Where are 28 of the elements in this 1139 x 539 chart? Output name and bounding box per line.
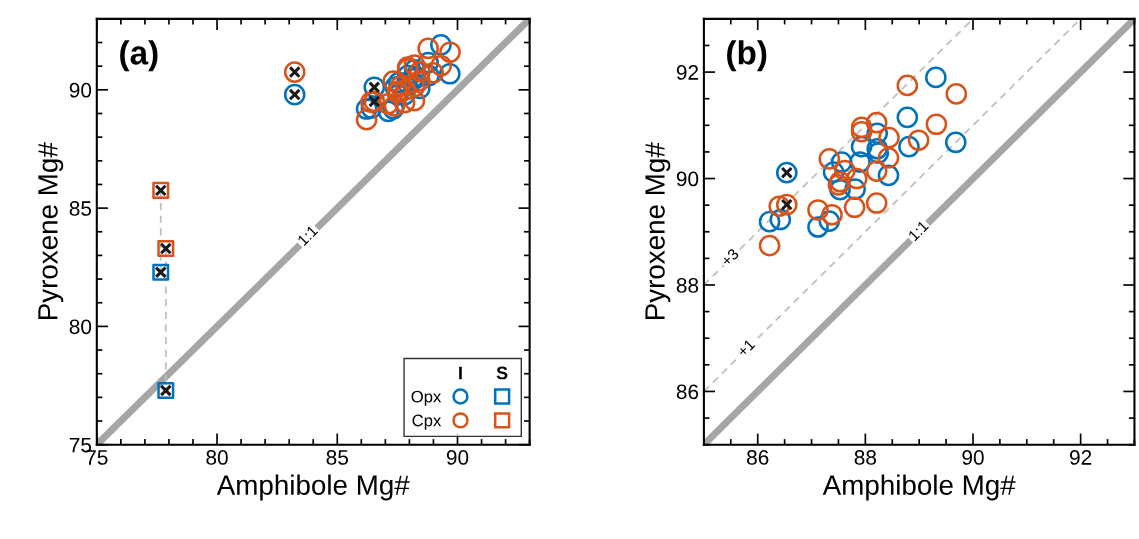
annotation: +3 [720, 247, 740, 267]
y-tick-label: 80 [69, 319, 92, 335]
x-tick-label: 80 [206, 450, 228, 465]
y-tick-label: 90 [69, 82, 92, 98]
x-tick-label: 86 [747, 450, 769, 465]
y-tick-label: 85 [69, 201, 92, 216]
x-tick-label: 88 [854, 450, 877, 465]
text: (b) [727, 40, 767, 72]
x-tick-label: 90 [446, 450, 469, 465]
y-tick-label: 90 [676, 171, 699, 187]
annotation: 1:1 [297, 224, 319, 246]
annotation: S [496, 366, 508, 380]
x-tick-label: 92 [1070, 450, 1092, 465]
y-axis-title: Pyroxene Mg# [38, 142, 64, 320]
legend-label: Opx [411, 390, 442, 406]
y-tick-label: 88 [676, 278, 699, 293]
annotation: I [459, 366, 462, 380]
x-axis-title: Amphibole Mg# [216, 474, 410, 501]
annotation: +1 [736, 338, 756, 358]
x-tick-label: 85 [326, 450, 348, 465]
legend-label: Cpx [412, 414, 442, 430]
annotation: 1:1 [907, 220, 929, 242]
x-tick-label: 90 [962, 450, 984, 465]
text: (a) [120, 40, 158, 72]
x-axis-title: Amphibole Mg# [822, 474, 1016, 501]
y-axis-title: Pyroxene Mg# [645, 142, 671, 320]
y-tick-label: 92 [676, 65, 698, 80]
y-tick-label: 86 [676, 384, 699, 400]
